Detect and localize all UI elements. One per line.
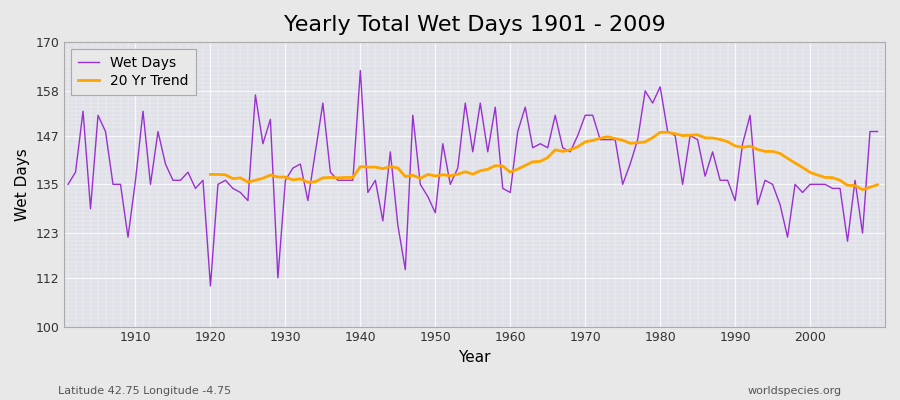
Line: Wet Days: Wet Days xyxy=(68,70,878,286)
20 Yr Trend xyxy=(850,183,860,188)
Wet Days xyxy=(63,182,74,187)
20 Yr Trend xyxy=(654,130,665,135)
Wet Days xyxy=(122,235,133,240)
Y-axis label: Wet Days: Wet Days xyxy=(15,148,30,221)
Wet Days xyxy=(205,284,216,288)
20 Yr Trend xyxy=(767,149,778,154)
Wet Days xyxy=(512,129,523,134)
Wet Days xyxy=(610,137,621,142)
Title: Yearly Total Wet Days 1901 - 2009: Yearly Total Wet Days 1901 - 2009 xyxy=(284,15,665,35)
20 Yr Trend xyxy=(295,176,306,181)
20 Yr Trend xyxy=(782,156,793,161)
Text: worldspecies.org: worldspecies.org xyxy=(747,386,842,396)
Text: Latitude 42.75 Longitude -4.75: Latitude 42.75 Longitude -4.75 xyxy=(58,386,231,396)
20 Yr Trend xyxy=(408,173,418,178)
Legend: Wet Days, 20 Yr Trend: Wet Days, 20 Yr Trend xyxy=(71,49,195,95)
Wet Days xyxy=(340,178,351,183)
20 Yr Trend xyxy=(872,182,883,187)
20 Yr Trend xyxy=(205,172,216,177)
Wet Days xyxy=(355,68,365,73)
Wet Days xyxy=(295,162,306,166)
X-axis label: Year: Year xyxy=(458,350,491,365)
20 Yr Trend xyxy=(857,187,868,192)
20 Yr Trend xyxy=(677,133,688,138)
Wet Days xyxy=(872,129,883,134)
Line: 20 Yr Trend: 20 Yr Trend xyxy=(211,132,878,190)
Wet Days xyxy=(520,105,531,110)
